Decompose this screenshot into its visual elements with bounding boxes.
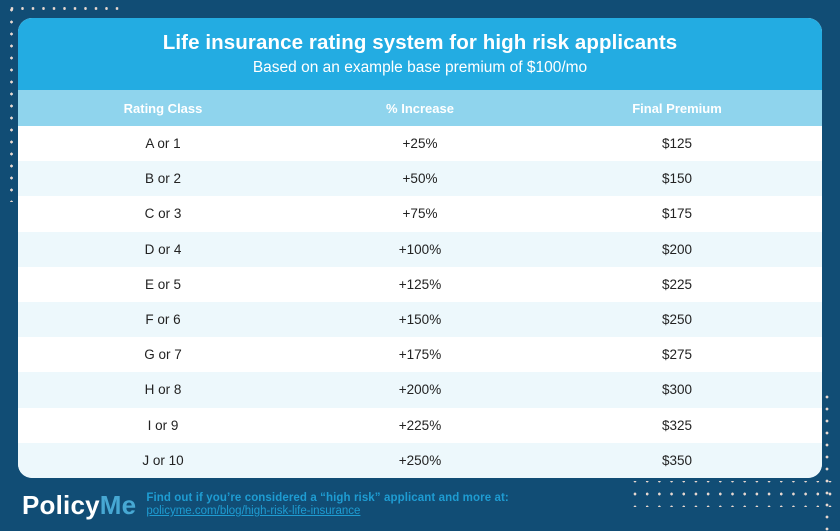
- table-header-row: Rating Class % Increase Final Premium: [18, 90, 822, 126]
- cell-percent-increase: +100%: [398, 241, 442, 257]
- dot-pattern-bottom-right: [631, 481, 834, 507]
- page-subtitle: Based on an example base premium of $100…: [252, 59, 588, 76]
- rating-table-card: Life insurance rating system for high ri…: [18, 18, 822, 478]
- cell-final-premium: $350: [661, 452, 693, 468]
- cell-rating-class: E or 5: [144, 276, 182, 292]
- cell-rating-class: C or 3: [144, 206, 182, 222]
- cell-percent-increase: +75%: [402, 206, 438, 222]
- dot-pattern-left: [7, 4, 16, 202]
- cell-percent-increase: +150%: [398, 312, 442, 328]
- cell-percent-increase: +50%: [402, 171, 438, 187]
- cell-rating-class: J or 10: [142, 452, 184, 468]
- column-header-percent-increase: % Increase: [386, 100, 454, 116]
- table-row: A or 1 +25% $125: [18, 126, 822, 162]
- table-row: F or 6 +150% $250: [18, 301, 822, 338]
- cell-final-premium: $200: [661, 241, 693, 257]
- footer-note: Find out if you’re considered a “high ri…: [146, 492, 509, 517]
- cell-final-premium: $300: [661, 382, 693, 398]
- table-row: C or 3 +75% $175: [18, 196, 822, 232]
- column-header-final-premium: Final Premium: [632, 100, 722, 116]
- cell-percent-increase: +200%: [398, 382, 442, 398]
- policyme-logo: PolicyMe: [22, 492, 136, 518]
- cell-final-premium: $325: [661, 417, 693, 433]
- cell-rating-class: G or 7: [144, 347, 182, 363]
- cell-rating-class: H or 8: [144, 382, 182, 398]
- page-title: Life insurance rating system for high ri…: [162, 31, 678, 54]
- cell-final-premium: $175: [661, 206, 693, 222]
- cell-final-premium: $125: [661, 136, 693, 152]
- cell-rating-class: F or 6: [145, 312, 181, 328]
- cell-rating-class: I or 9: [147, 417, 179, 433]
- logo-policy-text: Policy: [22, 489, 100, 520]
- cell-final-premium: $150: [661, 171, 693, 187]
- cell-rating-class: D or 4: [144, 241, 182, 257]
- table-row: I or 9 +225% $325: [18, 407, 822, 443]
- footer: PolicyMe Find out if you’re considered a…: [0, 478, 840, 531]
- card-header: Life insurance rating system for high ri…: [18, 18, 822, 90]
- table-row: J or 10 +250% $350: [18, 442, 822, 478]
- table-row: H or 8 +200% $300: [18, 372, 822, 408]
- cell-final-premium: $250: [661, 312, 693, 328]
- dot-pattern-top: [7, 4, 122, 13]
- footer-note-text: Find out if you’re considered a “high ri…: [146, 492, 509, 504]
- dot-pattern-right: [822, 391, 832, 531]
- cell-final-premium: $275: [661, 347, 693, 363]
- cell-percent-increase: +175%: [398, 347, 442, 363]
- table-row: D or 4 +100% $200: [18, 231, 822, 267]
- cell-rating-class: A or 1: [145, 136, 181, 152]
- cell-percent-increase: +25%: [402, 136, 438, 152]
- cell-percent-increase: +225%: [398, 417, 442, 433]
- cell-rating-class: B or 2: [144, 171, 182, 187]
- table-body: A or 1 +25% $125 B or 2 +50% $150 C or 3…: [18, 126, 822, 478]
- table-row: E or 5 +125% $225: [18, 266, 822, 302]
- logo-me-text: Me: [99, 489, 137, 520]
- table-row: B or 2 +50% $150: [18, 161, 822, 197]
- cell-percent-increase: +125%: [398, 276, 442, 292]
- cell-percent-increase: +250%: [398, 452, 442, 468]
- footer-link[interactable]: policyme.com/blog/high-risk-life-insuran…: [146, 505, 361, 517]
- cell-final-premium: $225: [661, 276, 693, 292]
- table-row: G or 7 +175% $275: [18, 337, 822, 373]
- column-header-rating-class: Rating Class: [123, 100, 203, 116]
